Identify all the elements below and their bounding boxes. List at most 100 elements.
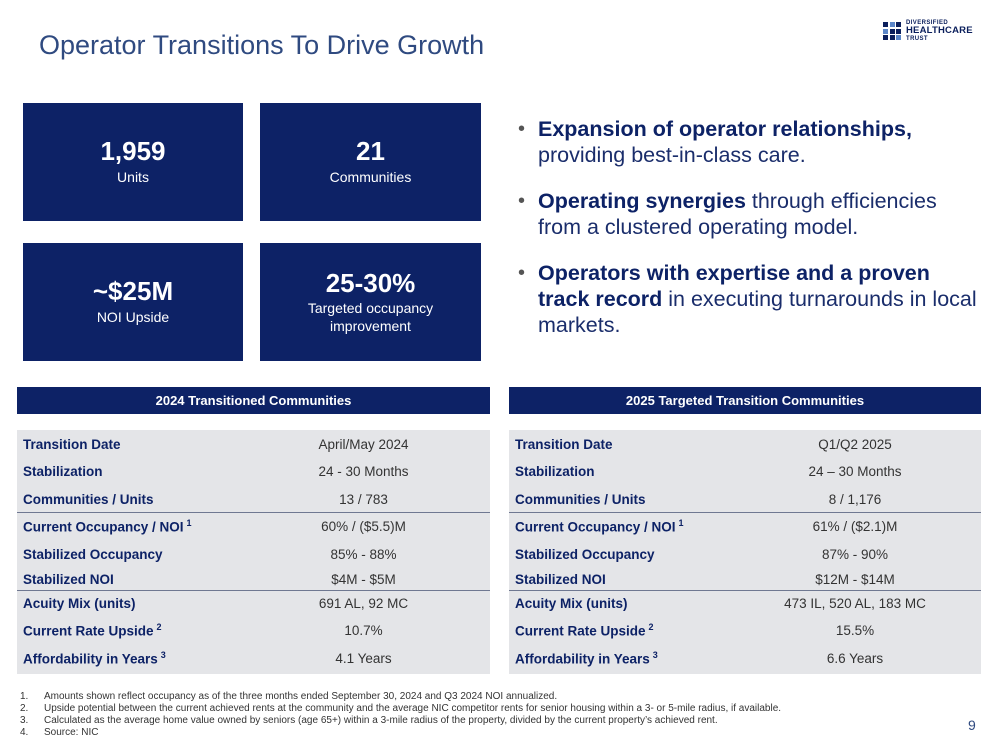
row-value: 85% - 88% [330, 546, 397, 562]
row-divider [509, 590, 981, 591]
row-divider [17, 590, 490, 591]
table-row: Current Rate Upside 2 15.5% [509, 620, 981, 640]
table-2024-header: 2024 Transitioned Communities [17, 387, 490, 414]
table-row: Stabilization 24 - 30 Months [17, 461, 490, 481]
bullet-list: • Expansion of operator relationships, p… [518, 116, 978, 358]
table-row: Communities / Units 8 / 1,176 [509, 489, 981, 509]
bullet-bold: Operating synergies [538, 189, 746, 213]
row-label: Stabilized Occupancy [515, 546, 655, 562]
footnote: 2. Upside potential between the current a… [20, 703, 782, 714]
stat-label: Communities [329, 169, 412, 186]
footnote: 3. Calculated as the average home value o… [20, 715, 718, 726]
table-2025-header: 2025 Targeted Transition Communities [509, 387, 981, 414]
row-label: Current Occupancy / NOI 1 [23, 517, 192, 535]
footnote-ref: 1 [186, 517, 192, 528]
bullet-item: • Operating synergies through efficienci… [518, 188, 978, 240]
bullet-text: providing best-in-class care. [538, 143, 806, 167]
logo-line3: TRUST [906, 35, 928, 42]
row-label: Acuity Mix (units) [515, 595, 628, 611]
stat-occupancy-improvement: 25-30% Targeted occupancy improvement [260, 243, 481, 361]
table-row: Current Occupancy / NOI 1 61% / ($2.1)M [509, 516, 981, 536]
row-label: Acuity Mix (units) [23, 595, 136, 611]
table-row: Affordability in Years 3 6.6 Years [509, 648, 981, 668]
table-row: Stabilized Occupancy 85% - 88% [17, 544, 490, 564]
table-row: Acuity Mix (units) 691 AL, 92 MC [17, 593, 490, 613]
footnote-ref: 1 [678, 517, 684, 528]
row-divider [17, 512, 490, 513]
footnote-ref: 2 [648, 621, 654, 632]
logo-grid-icon [883, 22, 901, 40]
logo-line1: DIVERSIFIED [906, 20, 949, 27]
row-value: 24 - 30 Months [318, 463, 409, 479]
row-label: Affordability in Years 3 [515, 649, 658, 667]
table-row: Acuity Mix (units) 473 IL, 520 AL, 183 MC [509, 593, 981, 613]
stat-value: ~$25M [92, 276, 174, 307]
table-row: Stabilized Occupancy 87% - 90% [509, 544, 981, 564]
table-row: Affordability in Years 3 4.1 Years [17, 648, 490, 668]
bullet-dot-icon: • [518, 190, 526, 212]
footnotes: 1. Amounts shown reflect occupancy as of … [20, 691, 781, 739]
row-label: Current Rate Upside 2 [23, 621, 162, 639]
table-2024: Transition Date April/May 2024 Stabilizati… [17, 430, 490, 674]
row-value: 15.5% [835, 622, 875, 638]
row-label: Current Rate Upside 2 [515, 621, 654, 639]
row-label: Stabilized NOI [515, 571, 606, 587]
stat-label: Targeted occupancy improvement [307, 300, 434, 334]
table-row: Transition Date Q1/Q2 2025 [509, 434, 981, 454]
row-value: 24 – 30 Months [808, 463, 902, 479]
row-value: 6.6 Years [826, 650, 884, 666]
company-logo: DIVERSIFIED HEALTHCARE TRUST [883, 20, 973, 42]
table-row: Transition Date April/May 2024 [17, 434, 490, 454]
row-label: Transition Date [23, 436, 121, 452]
row-value: Q1/Q2 2025 [818, 436, 892, 452]
page-title: Operator Transitions To Drive Growth [39, 30, 485, 60]
row-value: 13 / 783 [339, 491, 388, 507]
row-label: Current Occupancy / NOI 1 [515, 517, 684, 535]
stat-label: NOI Upside [96, 309, 170, 326]
footnote-ref: 3 [160, 649, 166, 660]
row-value: 691 AL, 92 MC [318, 595, 409, 611]
row-label: Affordability in Years 3 [23, 649, 166, 667]
logo-line2: HEALTHCARE [906, 25, 973, 37]
row-divider [509, 512, 981, 513]
row-value: April/May 2024 [318, 436, 409, 452]
row-label: Transition Date [515, 436, 613, 452]
table-row: Current Occupancy / NOI 1 60% / ($5.5)M [17, 516, 490, 536]
table-row: Stabilization 24 – 30 Months [509, 461, 981, 481]
bullet-item: • Expansion of operator relationships, p… [518, 116, 978, 168]
table-row: Communities / Units 13 / 783 [17, 489, 490, 509]
bullet-dot-icon: • [518, 118, 526, 140]
table-row: Current Rate Upside 2 10.7% [17, 620, 490, 640]
stat-communities: 21 Communities [260, 103, 481, 221]
bullet-text: in executing turnarounds in local market… [538, 287, 977, 337]
bullet-item: • Operators with expertise and a proven … [518, 260, 978, 338]
stat-value: 1,959 [100, 136, 166, 167]
row-value: $4M - $5M [331, 571, 396, 587]
row-label: Stabilization [515, 463, 595, 479]
stat-units: 1,959 Units [23, 103, 243, 221]
stat-value: 25-30% [325, 267, 416, 298]
row-label: Stabilized NOI [23, 571, 114, 587]
bullet-text: through efficiencies from a clustered op… [538, 189, 937, 239]
page-number: 9 [968, 717, 976, 733]
footnote-ref: 3 [652, 649, 658, 660]
bullet-dot-icon: • [518, 262, 526, 284]
row-value: 60% / ($5.5)M [321, 518, 406, 534]
row-value: 8 / 1,176 [828, 491, 882, 507]
row-value: $12M - $14M [815, 571, 895, 587]
bullet-bold: Operators with expertise and a proven tr… [538, 261, 930, 311]
table-2025: Transition Date Q1/Q2 2025 Stabilization 24… [509, 430, 981, 674]
footnote-ref: 2 [156, 621, 162, 632]
row-value: 61% / ($2.1)M [812, 518, 898, 534]
row-label: Stabilization [23, 463, 103, 479]
row-value: 473 IL, 520 AL, 183 MC [784, 595, 926, 611]
row-label: Communities / Units [23, 491, 154, 507]
stat-noi-upside: ~$25M NOI Upside [23, 243, 243, 361]
row-value: 4.1 Years [335, 650, 392, 666]
footnote: 4. Source: NIC [20, 727, 99, 738]
row-value: 87% - 90% [821, 546, 889, 562]
row-value: 10.7% [344, 622, 383, 638]
row-label: Communities / Units [515, 491, 646, 507]
table-row: Stabilized NOI $4M - $5M [17, 569, 490, 589]
row-label: Stabilized Occupancy [23, 546, 163, 562]
